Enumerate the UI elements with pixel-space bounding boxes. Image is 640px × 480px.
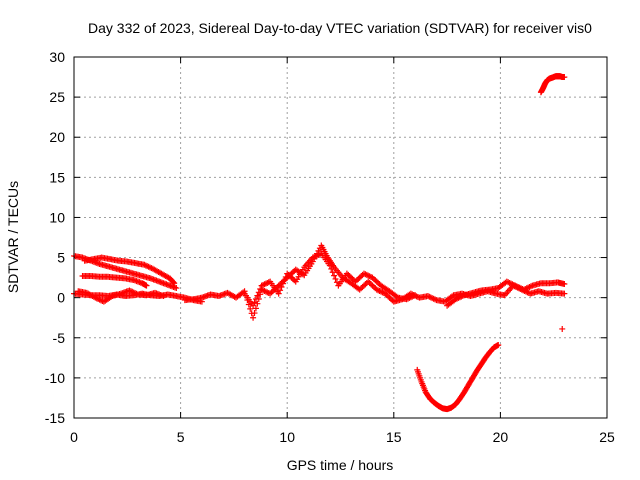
y-tick-label: 10 [49, 209, 65, 225]
y-axis-label: SDTVAR / TECUs [5, 181, 21, 293]
series-track-e [75, 287, 167, 305]
data-point [254, 292, 261, 299]
data-point [257, 285, 264, 292]
data-point [251, 299, 258, 306]
data-point [333, 279, 340, 286]
data-point [160, 293, 167, 300]
data-point [495, 341, 502, 348]
data-point [329, 269, 336, 276]
data-point [170, 279, 177, 286]
data-point [251, 310, 258, 317]
y-tick-label: 5 [57, 250, 65, 266]
data-point [254, 300, 261, 307]
series-track-i [414, 341, 502, 413]
grid [74, 57, 607, 418]
chart-title: Day 332 of 2023, Sidereal Day-to-day VTE… [88, 20, 592, 36]
data-point [561, 74, 568, 81]
data-point [332, 275, 339, 282]
data-point [247, 305, 254, 312]
data-point [255, 289, 262, 296]
axes: 0 5 10 15 20 25 -15 -10 -5 0 5 10 15 20 25 30 [45, 49, 615, 445]
data-point [250, 302, 257, 309]
series-track-a [71, 252, 180, 292]
y-tick-label: 25 [49, 89, 65, 105]
data-point [561, 290, 568, 297]
y-tick-label: 0 [57, 290, 65, 306]
data-point [279, 280, 286, 287]
data-point [328, 265, 335, 272]
x-tick-label: 25 [599, 429, 615, 445]
data-point [561, 281, 568, 288]
y-tick-label: 15 [49, 169, 65, 185]
data-point [171, 280, 178, 287]
series-track-h [444, 278, 568, 309]
data-point [252, 305, 259, 312]
data-point [275, 290, 282, 297]
series-track-c [79, 273, 150, 289]
series-track-g [241, 250, 419, 309]
y-tick-label: 20 [49, 129, 65, 145]
data-point [559, 325, 566, 332]
data-point [250, 314, 257, 321]
series-outlier [559, 325, 566, 332]
data-point [277, 287, 284, 294]
x-tick-label: 10 [279, 429, 295, 445]
series-track-j [537, 73, 568, 96]
data-point [331, 272, 338, 279]
y-tick-label: -15 [45, 410, 65, 426]
data-point [278, 283, 285, 290]
data-point [252, 296, 259, 303]
y-tick-label: -5 [53, 330, 66, 346]
y-tick-label: 30 [49, 49, 65, 65]
y-tick-label: -10 [45, 370, 65, 386]
x-axis-label: GPS time / hours [287, 457, 394, 473]
x-tick-label: 20 [493, 429, 509, 445]
plot-frame [73, 56, 608, 419]
data-point [143, 282, 150, 289]
data-point [173, 285, 180, 292]
x-tick-label: 0 [70, 429, 78, 445]
data-point [326, 262, 333, 269]
series-track-b [81, 254, 178, 287]
x-tick-label: 5 [177, 429, 185, 445]
data-point [281, 277, 288, 284]
data-point [412, 292, 419, 299]
x-tick-label: 15 [386, 429, 402, 445]
data-points [71, 73, 568, 413]
